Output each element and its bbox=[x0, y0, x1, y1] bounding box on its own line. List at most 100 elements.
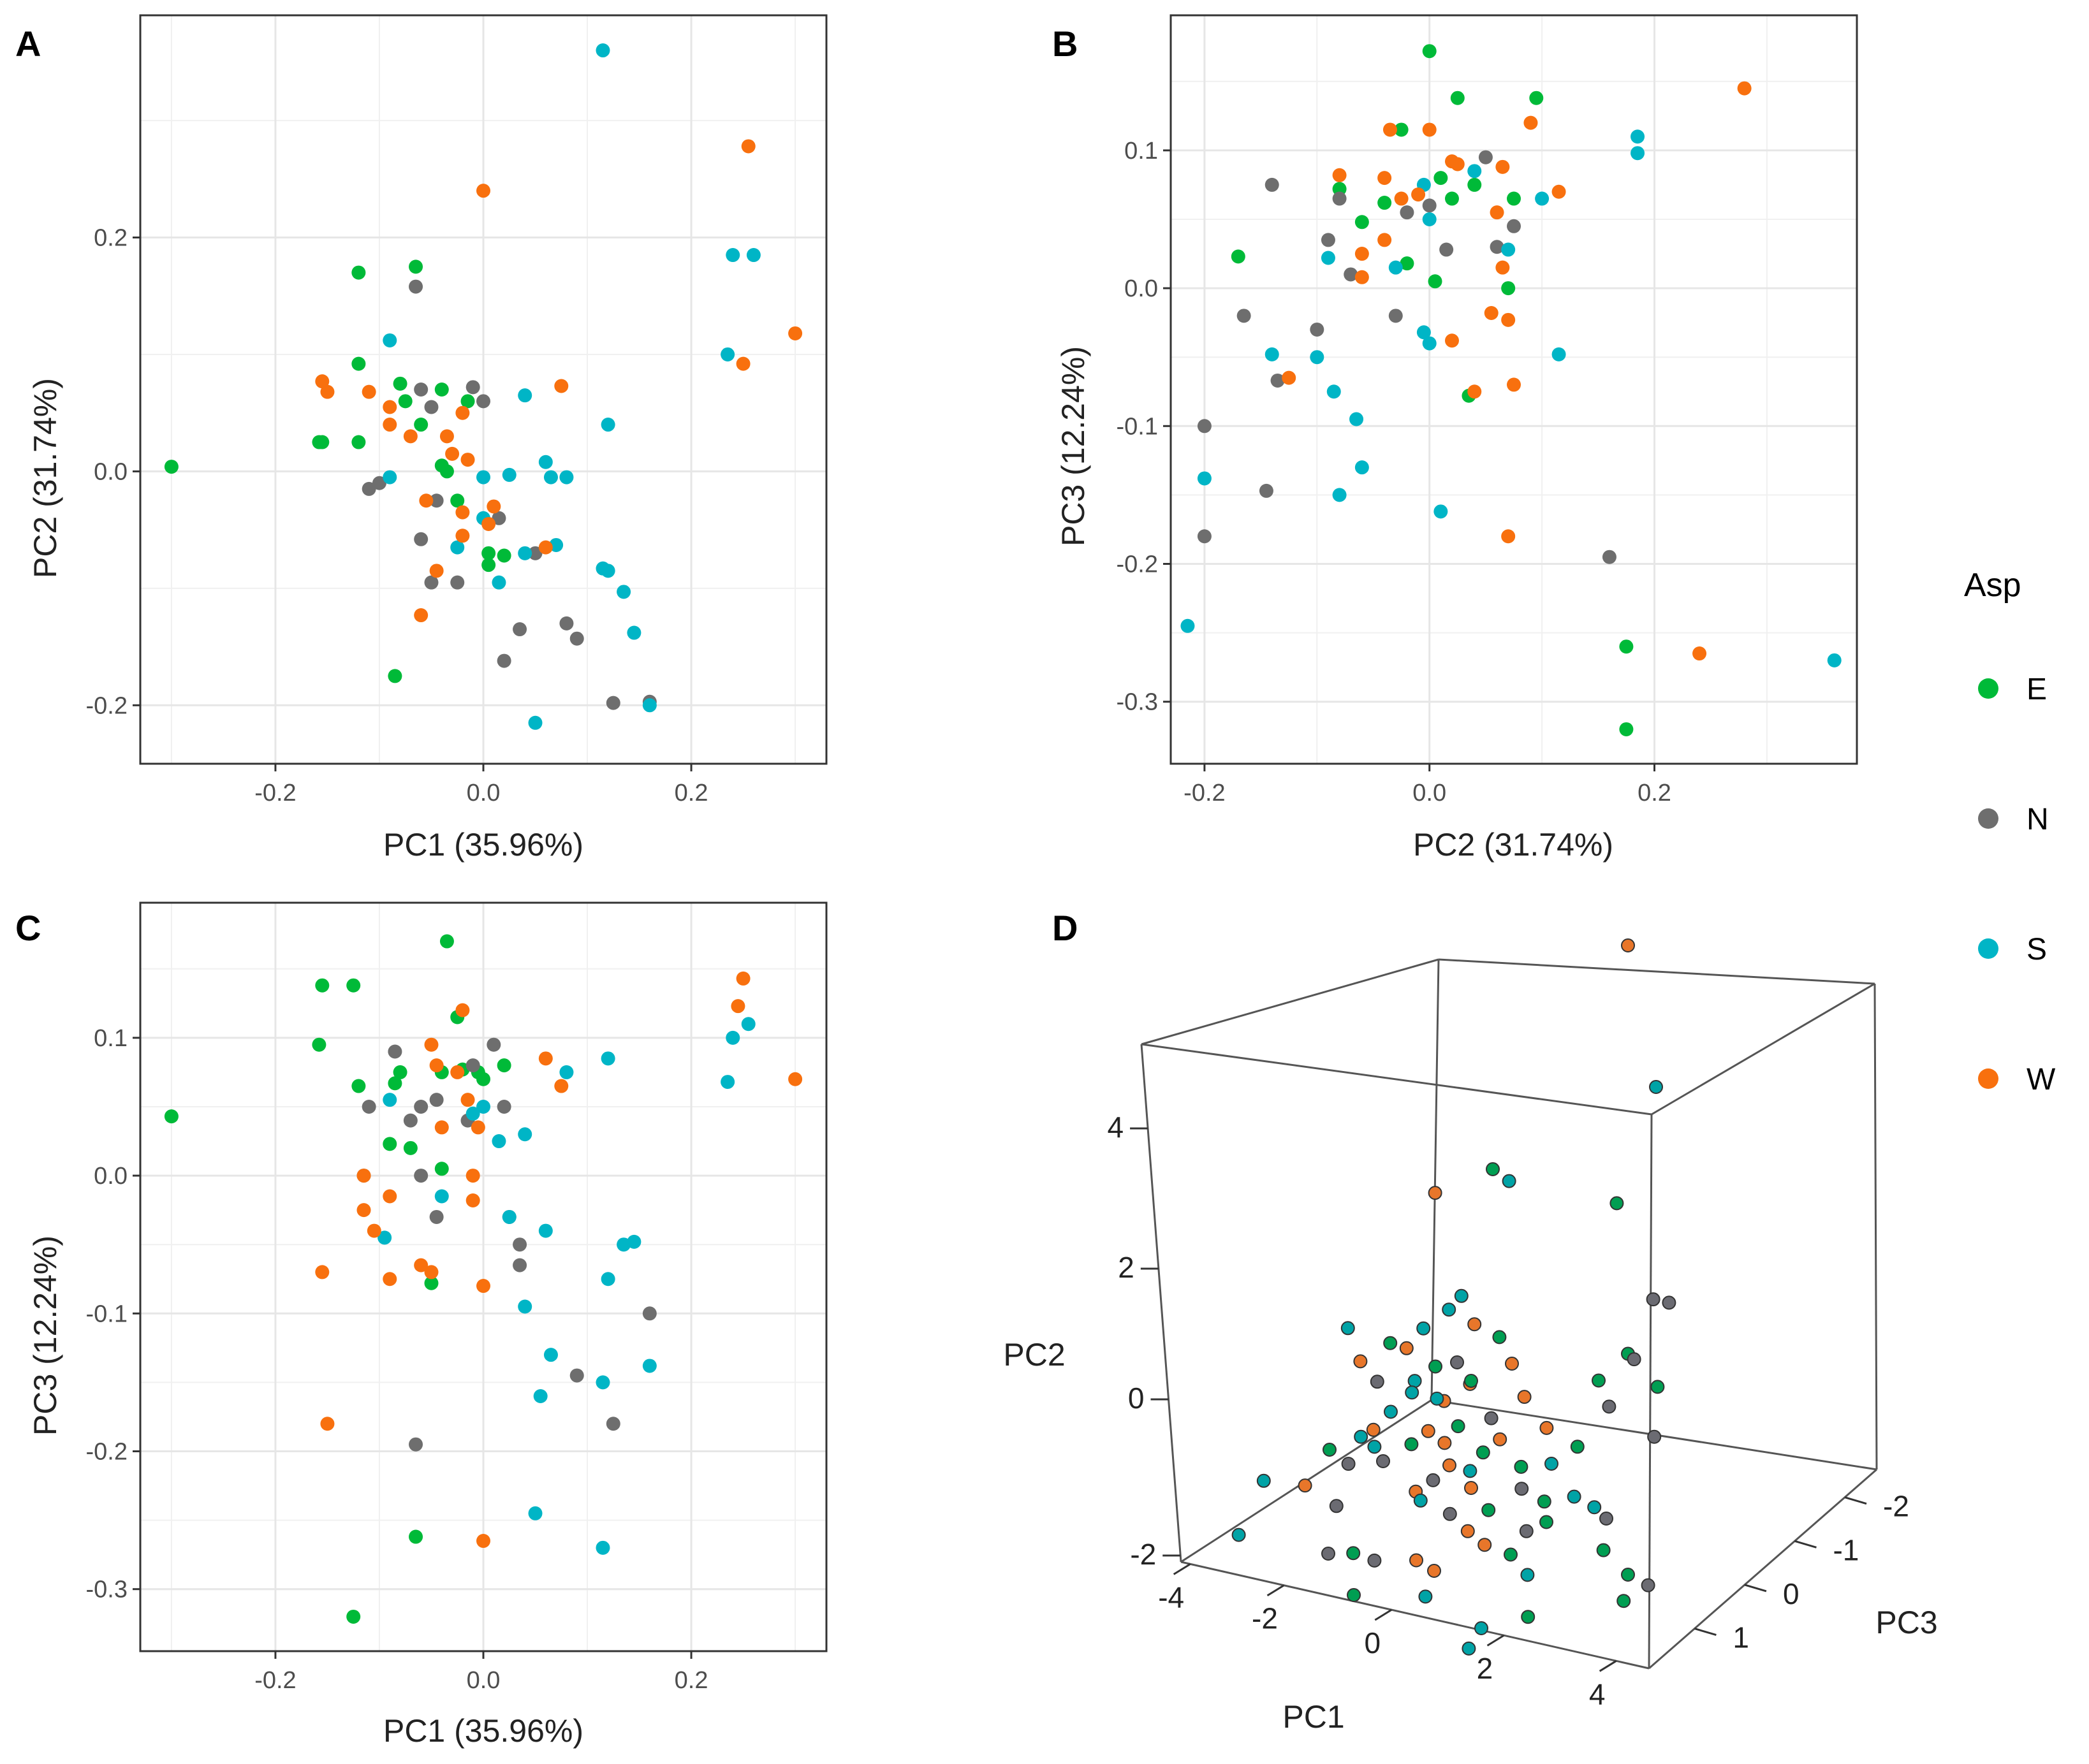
legend-label-e: E bbox=[2027, 673, 2047, 706]
panel-d-box-edge bbox=[1430, 959, 1440, 1401]
panel-a-point-w bbox=[414, 608, 429, 623]
panel-a-point-n bbox=[362, 481, 376, 496]
panel-a-point-e bbox=[439, 464, 454, 479]
panel-b-point-e bbox=[1619, 722, 1634, 736]
panel-d-point-n bbox=[1341, 1457, 1356, 1471]
panel-d-point-e bbox=[1570, 1440, 1585, 1454]
legend-label-w: W bbox=[2027, 1063, 2056, 1097]
panel-d-pc1-tick-mark bbox=[1374, 1608, 1393, 1621]
panel-a-point-w bbox=[554, 379, 569, 393]
panel-c-plot: -0.2 0.0 0.2 -0.3 -0.2 -0.1 0.0 0.1 bbox=[86, 901, 828, 1694]
panel-d-box-edge bbox=[1648, 1114, 1653, 1669]
panel-d-pc2-tick-label: 0 bbox=[1128, 1381, 1145, 1415]
panel-c-point-w bbox=[356, 1169, 371, 1183]
panel-a-point-s bbox=[746, 248, 761, 263]
panel-c-point-s bbox=[533, 1389, 548, 1404]
panel-d-box-edge bbox=[1651, 982, 1875, 1116]
panel-d-pc1-tick-mark bbox=[1173, 1563, 1191, 1575]
panel-d-point-s bbox=[1405, 1385, 1419, 1400]
panel-b-y-tick-label: -0.1 bbox=[1117, 413, 1158, 440]
panel-a-point-e bbox=[460, 394, 475, 409]
panel-a-point-w bbox=[429, 564, 444, 578]
panel-b-point-w bbox=[1354, 270, 1369, 284]
panel-c-point-s bbox=[721, 1075, 735, 1090]
panel-d-point-s bbox=[1520, 1568, 1535, 1582]
panel-c-point-e bbox=[497, 1058, 511, 1073]
panel-a-point-w bbox=[362, 384, 376, 399]
panel-a-point-s bbox=[601, 564, 615, 578]
panel-b-point-w bbox=[1382, 122, 1397, 137]
panel-c-point-w bbox=[476, 1279, 490, 1294]
panel-d-point-w bbox=[1464, 1481, 1478, 1495]
panel-c-point-w bbox=[424, 1037, 439, 1052]
panel-a-point-e bbox=[351, 265, 366, 280]
panel-b-point-w bbox=[1332, 168, 1347, 182]
legend-key-n bbox=[1978, 808, 1998, 829]
panel-b-point-s bbox=[1416, 325, 1431, 340]
panel-d-point-s bbox=[1416, 1321, 1431, 1336]
panel-d-point-s bbox=[1413, 1493, 1428, 1508]
panel-d-point-n bbox=[1367, 1553, 1382, 1568]
panel-b-point-e bbox=[1507, 191, 1521, 206]
panel-b-point-w bbox=[1354, 247, 1369, 261]
panel-a-point-w bbox=[383, 418, 397, 432]
panel-b-point-e bbox=[1354, 215, 1369, 230]
panel-d-point-e bbox=[1464, 1374, 1478, 1388]
panel-c-point-w bbox=[424, 1265, 439, 1279]
panel-b-panel-border bbox=[1169, 14, 1858, 765]
legend-key-s bbox=[1978, 938, 1998, 959]
panel-a-point-w bbox=[476, 184, 490, 198]
panel-d-point-e bbox=[1596, 1543, 1611, 1557]
panel-b-point-s bbox=[1197, 471, 1212, 486]
panel-d-box-edge bbox=[1438, 958, 1875, 985]
panel-d-point-n bbox=[1602, 1399, 1616, 1414]
panel-d-point-w bbox=[1409, 1553, 1423, 1568]
panel-b-point-s bbox=[1422, 336, 1437, 351]
panel-d-point-e bbox=[1514, 1459, 1528, 1474]
panel-d-box-edge bbox=[1141, 958, 1439, 1046]
panel-c-point-e bbox=[439, 934, 454, 949]
panel-d-point-w bbox=[1493, 1432, 1507, 1447]
legend-label-n: N bbox=[2027, 803, 2049, 836]
panel-a-point-w bbox=[419, 493, 434, 508]
panel-c-point-s bbox=[434, 1189, 449, 1204]
panel-b-point-w bbox=[1411, 187, 1426, 202]
panel-label-b: B bbox=[1052, 24, 1078, 64]
panel-b-point-e bbox=[1422, 44, 1437, 59]
panel-c-x-tick-label: 0.2 bbox=[675, 1667, 708, 1694]
panel-c-point-w bbox=[367, 1223, 381, 1238]
panel-c-point-s bbox=[741, 1017, 756, 1031]
panel-c-point-s bbox=[543, 1348, 558, 1362]
panel-b-point-e bbox=[1467, 177, 1482, 192]
panel-d-point-e bbox=[1451, 1419, 1465, 1434]
panel-c-point-e bbox=[476, 1072, 490, 1086]
panel-d-point-w bbox=[1399, 1341, 1414, 1355]
panel-a-point-e bbox=[409, 259, 423, 274]
panel-c-x-tick-label: -0.2 bbox=[254, 1667, 296, 1694]
panel-c-point-e bbox=[393, 1065, 407, 1079]
panel-c-point-s bbox=[601, 1272, 615, 1287]
panel-d-point-s bbox=[1567, 1489, 1581, 1504]
panel-b-point-e bbox=[1444, 191, 1459, 206]
panel-a-point-e bbox=[312, 435, 326, 449]
panel-a-point-s bbox=[543, 470, 558, 485]
panel-d-point-n bbox=[1641, 1578, 1655, 1593]
panel-d-point-w bbox=[1421, 1424, 1435, 1438]
panel-d-point-s bbox=[1367, 1440, 1382, 1454]
panel-b-point-w bbox=[1737, 81, 1752, 96]
panel-a-y-axis-title: PC2 (31.74%) bbox=[27, 378, 63, 578]
panel-b-point-s bbox=[1535, 191, 1550, 206]
panel-d-point-w bbox=[1437, 1436, 1452, 1450]
panel-a-point-s bbox=[596, 43, 610, 58]
panel-b-point-s bbox=[1631, 146, 1645, 161]
panel-d-pc1-tick-label: 0 bbox=[1365, 1626, 1381, 1659]
panel-d-point-w bbox=[1298, 1478, 1312, 1493]
panel-c-point-s bbox=[726, 1030, 740, 1045]
panel-b-y-tick-label: -0.2 bbox=[1117, 551, 1158, 578]
panel-b-point-s bbox=[1501, 242, 1516, 257]
panel-c-point-e bbox=[434, 1162, 449, 1176]
panel-b-y-tick-label: 0.0 bbox=[1124, 275, 1158, 302]
panel-d-point-w bbox=[1427, 1564, 1441, 1578]
panel-c-point-w bbox=[414, 1258, 429, 1272]
